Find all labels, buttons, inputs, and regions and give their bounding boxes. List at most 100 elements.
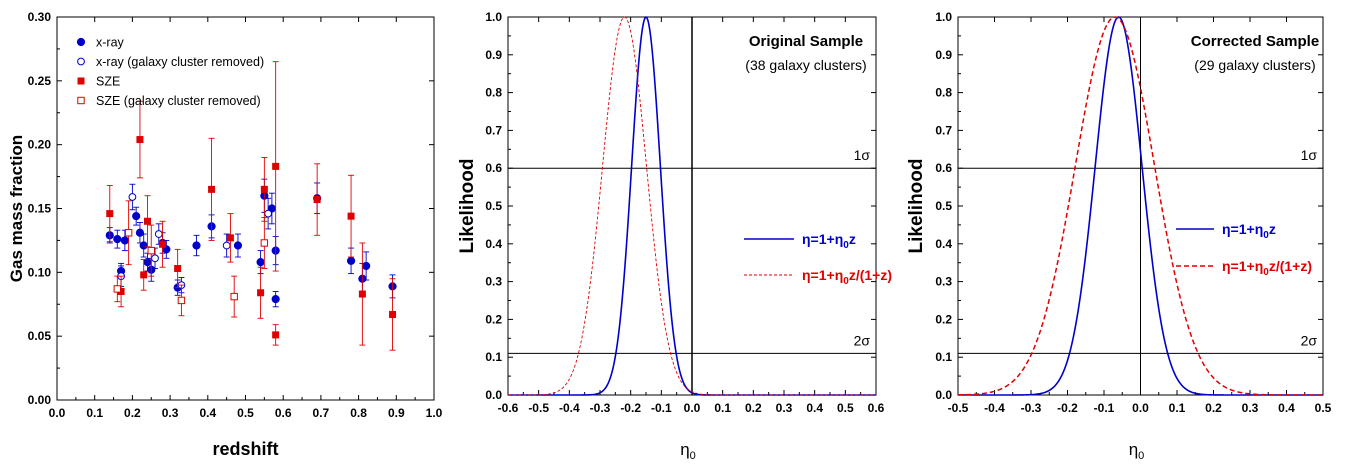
- likelihood-curve-1: [508, 16, 876, 396]
- y-tick-label: 0.3: [935, 275, 952, 289]
- x-axis-label: redshift: [212, 439, 278, 459]
- x-axis-label: η0​: [1129, 440, 1145, 462]
- x-tick-label: 0.1: [86, 406, 103, 420]
- data-point: [147, 246, 155, 255]
- x-tick-label: 0.4: [1278, 401, 1295, 415]
- data-point: [226, 234, 234, 242]
- sample-title: Original Sample: [749, 33, 863, 50]
- data-point: [143, 217, 151, 225]
- legend-label: x-ray (galaxy cluster removed): [96, 55, 264, 69]
- x-tick-label: 0.2: [124, 406, 141, 420]
- x-tick-label: 0.5: [1315, 401, 1332, 415]
- y-tick-label: 0.3: [485, 275, 502, 289]
- legend-label: η=1+η0​z: [802, 231, 856, 251]
- data-point: [117, 287, 125, 295]
- original-sample-panel: -0.6 -0.5 -0.4 -0.3 -0.2 -0.1 0.0 0.1 0.2 0.3 0.4 0…: [457, 10, 885, 415]
- x-tick-label: 0.5: [837, 401, 854, 415]
- y-tick-label: 0.8: [485, 86, 502, 100]
- data-point: [192, 241, 201, 250]
- y-tick-label: 0.30: [28, 10, 52, 24]
- data-point: [128, 193, 137, 201]
- data-point: [347, 212, 355, 220]
- y-tick-label: 0.5: [485, 199, 502, 213]
- y-tick-label: 0.1: [935, 350, 952, 364]
- y-tick-label: 0.1: [485, 350, 502, 364]
- x-tick-label: -0.1: [1094, 401, 1115, 415]
- x-tick-label: 0.6: [868, 401, 885, 415]
- x-tick-label: 0.5: [237, 406, 254, 420]
- data-point: [346, 256, 356, 265]
- y-tick-label: 0.2: [935, 312, 952, 326]
- data-point: [313, 196, 321, 204]
- data-point: [362, 261, 371, 271]
- y-tick-label: 0.4: [485, 237, 502, 251]
- x-tick-label: 0.4: [806, 401, 823, 415]
- data-point: [257, 289, 265, 297]
- data-point: [77, 57, 85, 66]
- sample-title: Corrected Sample: [1191, 33, 1319, 50]
- y-tick-label: 0.9: [485, 48, 502, 62]
- series-0: [105, 178, 397, 308]
- series-2: [106, 61, 397, 351]
- y-tick-label: 0.6: [485, 161, 502, 175]
- data-point: [208, 185, 216, 193]
- x-tick-label: 0.4: [199, 406, 216, 420]
- corrected-sample-panel: -0.5 -0.4 -0.3 -0.2 -0.1 0.0 0.1 0.2 0.3 0.4 0.5 0.…: [906, 10, 1332, 415]
- y-tick-label: 0.4: [935, 237, 952, 251]
- data-point: [151, 254, 159, 263]
- data-point: [120, 236, 129, 245]
- data-point: [136, 136, 144, 144]
- x-tick-label: -0.3: [590, 401, 611, 415]
- data-point: [256, 258, 265, 267]
- x-tick-label: 0.3: [776, 401, 793, 415]
- y-tick-label: 0.2: [485, 312, 502, 326]
- y-tick-label: 0.25: [28, 74, 52, 88]
- legend-label: SZE: [96, 75, 120, 89]
- data-point: [77, 96, 85, 105]
- data-point: [233, 241, 243, 250]
- data-point: [154, 230, 163, 238]
- data-point: [77, 77, 85, 85]
- y-tick-label: 0.7: [485, 123, 502, 137]
- data-point: [140, 271, 148, 279]
- y-tick-label: 0.5: [935, 199, 952, 213]
- legend-label: η=1+η0​z/(1+z): [802, 267, 892, 287]
- legend-label: SZE (galaxy cluster removed): [96, 94, 261, 108]
- x-tick-label: 0.1: [714, 401, 731, 415]
- legend: [744, 238, 794, 276]
- x-tick-label: 0.3: [162, 406, 179, 420]
- x-tick-label: 0.8: [350, 406, 367, 420]
- x-tick-label: 0.2: [1205, 401, 1222, 415]
- y-tick-label: 0.05: [28, 329, 52, 343]
- x-tick-label: 0.9: [388, 406, 405, 420]
- legend-label: η=1+η0​z/(1+z): [1222, 258, 1312, 278]
- x-tick-label: 0.0: [49, 406, 66, 420]
- data-point: [272, 331, 280, 339]
- x-tick-label: -0.5: [528, 401, 549, 415]
- data-point: [264, 209, 273, 218]
- x-tick-label: -0.4: [984, 401, 1005, 415]
- y-tick-label: 0.15: [28, 202, 52, 216]
- data-point: [358, 290, 366, 298]
- legend: x-ray x-ray (galaxy cluster removed) SZE SZ…: [76, 36, 264, 108]
- data-point: [113, 235, 122, 244]
- legend: [1176, 228, 1214, 267]
- x-tick-label: 0.3: [1242, 401, 1259, 415]
- x-tick-label: 0.0: [1132, 401, 1149, 415]
- sample-subtitle: (38 galaxy clusters): [745, 57, 866, 73]
- data-point: [159, 240, 167, 248]
- x-tick-label: -0.2: [620, 401, 641, 415]
- data-point: [174, 265, 182, 273]
- x-tick-label: 1.0: [426, 406, 443, 420]
- y-tick-label: 0.00: [28, 393, 52, 407]
- y-tick-label: 0.8: [935, 86, 952, 100]
- likelihood-curve-1: [957, 16, 1323, 396]
- data-point: [124, 229, 133, 237]
- x-tick-label: 0.2: [745, 401, 762, 415]
- x-tick-label: -0.5: [948, 401, 969, 415]
- data-point: [106, 210, 114, 218]
- x-tick-label: 0.6: [275, 406, 292, 420]
- y-tick-label: 0.7: [935, 123, 952, 137]
- y-tick-label: 0.9: [935, 48, 952, 62]
- likelihood-curve-0: [508, 15, 876, 396]
